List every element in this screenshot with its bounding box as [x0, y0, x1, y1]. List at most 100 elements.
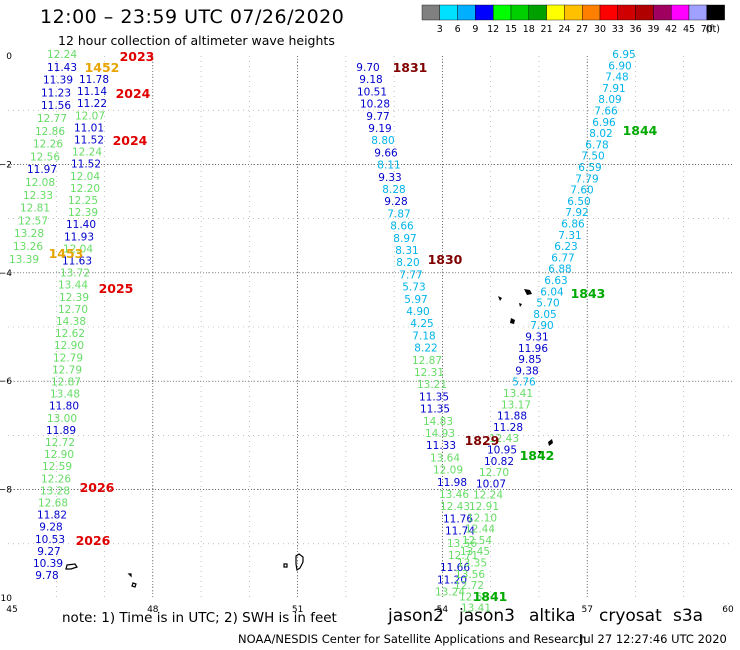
- x-tick-label: 48: [147, 605, 159, 615]
- wave-height-value: 9.85: [518, 354, 541, 366]
- wave-height-value: 10.82: [484, 456, 514, 468]
- wave-height-value: 11.74: [445, 526, 475, 538]
- colorbar-swatch: [564, 4, 583, 21]
- island-shape: [538, 439, 553, 454]
- pass-time-label: 1843: [571, 286, 606, 301]
- wave-height-value: 9.18: [359, 74, 382, 86]
- x-tick-label: 54: [437, 605, 449, 615]
- y-tick-label: −6: [0, 377, 12, 387]
- legend-jason3: jason3: [459, 606, 515, 626]
- legend-cryosat: cryosat: [599, 606, 662, 626]
- pass-time-label: 1842: [520, 448, 555, 463]
- island-shape: [65, 563, 137, 588]
- wave-height-value: 9.33: [378, 172, 401, 184]
- wave-height-value: 9.31: [525, 332, 548, 344]
- wave-height-value: 12.31: [414, 367, 444, 379]
- colorbar-label: 18: [523, 24, 535, 35]
- wave-height-value: 6.59: [578, 162, 601, 174]
- footer-timestamp: Jul 27 12:27:46 UTC 2020: [580, 632, 727, 646]
- wave-height-value: 11.89: [46, 425, 76, 437]
- y-tick-label: −8: [0, 486, 12, 496]
- wave-height-value: 12.91: [469, 501, 499, 513]
- wave-height-value: 11.78: [79, 74, 109, 86]
- wave-height-value: 9.70: [356, 62, 379, 74]
- wave-height-value: 13.28: [14, 228, 44, 240]
- colorbar-swatch: [475, 4, 494, 21]
- wave-height-value: 12.56: [30, 151, 60, 163]
- colorbar-swatch: [510, 4, 529, 21]
- wave-height-value: 5.73: [402, 282, 425, 294]
- wave-height-value: 12.04: [70, 171, 100, 183]
- wave-height-value: 12.26: [33, 139, 63, 151]
- wave-height-value: 12.43: [440, 501, 470, 513]
- pass-time-label: 1844: [623, 123, 658, 138]
- wave-height-value: 6.86: [561, 219, 585, 231]
- wave-height-value: 8.22: [414, 343, 437, 355]
- wave-height-value: 6.95: [612, 49, 635, 61]
- colorbar-label: 39: [647, 24, 659, 35]
- wave-height-value: 12.86: [35, 126, 65, 138]
- wave-height-value: 5.70: [536, 298, 559, 310]
- colorbar-swatch: [706, 4, 725, 21]
- wave-height-value: 10.95: [487, 445, 517, 457]
- pass-time-label: 1452: [85, 60, 120, 75]
- wave-height-value: 9.38: [515, 365, 538, 377]
- colorbar-swatch: [688, 4, 707, 21]
- wave-height-value: 12.59: [42, 461, 72, 473]
- wave-height-value: 12.44: [465, 524, 495, 536]
- wave-height-value: 9.19: [368, 123, 391, 135]
- wave-height-value: 11.56: [41, 100, 71, 112]
- y-tick-label: −2: [0, 160, 12, 170]
- pass-time-label: 2025: [99, 281, 134, 296]
- island-shape: [498, 289, 532, 324]
- wave-height-value: 12.08: [25, 177, 55, 189]
- colorbar-label: 21: [541, 24, 553, 35]
- wave-height-value: 10.28: [360, 99, 390, 111]
- wave-height-value: 12.68: [38, 498, 68, 510]
- wave-height-value: 10.39: [33, 558, 63, 570]
- wave-height-value: 12.71: [448, 550, 478, 562]
- wave-height-value: 11.35: [419, 391, 449, 403]
- wave-height-value: 6.96: [592, 117, 616, 129]
- wave-height-value: 13.46: [439, 489, 469, 501]
- wave-height-value: 11.14: [77, 86, 107, 98]
- island-shape: [283, 553, 304, 572]
- colorbar-label: 9: [472, 24, 478, 35]
- wave-height-value: 6.23: [554, 241, 577, 253]
- wave-height-value: 11.33: [426, 440, 456, 452]
- wave-height-value: 12.87: [51, 377, 81, 389]
- wave-height-value: 7.92: [565, 207, 588, 219]
- wave-height-value: 12.10: [467, 512, 497, 524]
- pass-time-label: 2023: [120, 49, 155, 64]
- wave-height-value: 14.83: [423, 416, 453, 428]
- wave-height-value: 12.70: [479, 467, 509, 479]
- wave-height-value: 11.40: [66, 219, 96, 231]
- colorbar-swatch: [653, 4, 672, 21]
- wave-height-value: 12.79: [53, 352, 83, 364]
- colorbar-label: 36: [630, 24, 642, 35]
- wave-height-value: 7.91: [602, 83, 625, 95]
- wave-height-value: 11.43: [47, 62, 77, 74]
- wave-height-value: 4.25: [410, 318, 433, 330]
- colorbar-label: 27: [576, 24, 588, 35]
- wave-height-value: 14.38: [56, 316, 86, 328]
- wave-height-value: 13.35: [457, 558, 487, 570]
- legend-note: note: 1) Time is in UTC; 2) SWH is in fe…: [62, 610, 337, 626]
- wave-height-value: 13.56: [447, 538, 477, 550]
- legend-s3a: s3a: [673, 606, 704, 626]
- y-tick-label: −4: [0, 269, 12, 279]
- wave-height-value: 6.63: [544, 275, 567, 287]
- wave-height-value: 12.39: [68, 207, 98, 219]
- pass-time-label: 1830: [428, 252, 463, 267]
- colorbar-label: 24: [558, 24, 570, 35]
- wave-height-value: 10.53: [35, 534, 65, 546]
- wave-height-value: 12.70: [58, 304, 88, 316]
- colorbar-swatch: [546, 4, 565, 21]
- wave-height-value: 9.27: [37, 546, 60, 558]
- x-tick-label: 60: [722, 605, 734, 615]
- wave-height-value: 6.88: [548, 264, 571, 276]
- colorbar: 3 6 9 12 15 18 21 24 27 30 33 36 39 42 45 70(ft): [421, 4, 725, 35]
- wave-height-value: 12.90: [44, 449, 74, 461]
- pass-time-label: 1453: [49, 246, 84, 261]
- wave-height-value: 12.07: [75, 110, 105, 122]
